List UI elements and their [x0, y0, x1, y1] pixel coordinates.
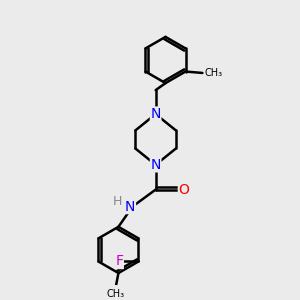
- Text: H: H: [113, 195, 123, 208]
- Text: N: N: [150, 158, 161, 172]
- Text: CH₃: CH₃: [205, 68, 223, 78]
- Text: F: F: [115, 254, 123, 268]
- Text: O: O: [178, 183, 189, 196]
- Text: N: N: [125, 200, 136, 214]
- Text: N: N: [150, 107, 161, 121]
- Text: CH₃: CH₃: [106, 289, 125, 299]
